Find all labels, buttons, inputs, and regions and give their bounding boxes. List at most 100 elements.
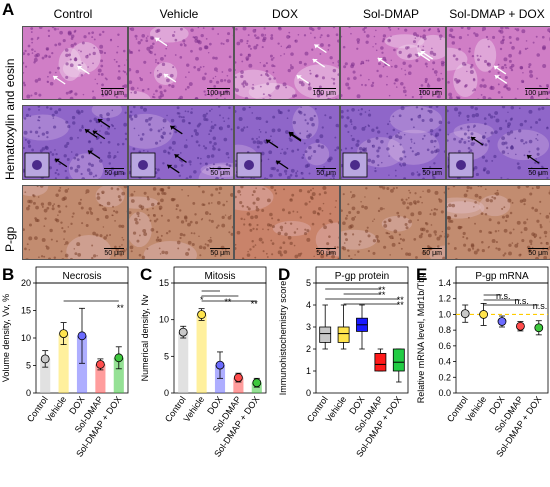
y-axis-label: Volume density, Vv, % xyxy=(1,294,11,382)
bar xyxy=(214,365,226,393)
data-point xyxy=(40,354,50,364)
significance-label: ** xyxy=(251,299,259,309)
histology-image: 50 μm xyxy=(446,185,550,260)
scale-bar-label: 100 μm xyxy=(100,90,125,97)
y-tick-label: 5 xyxy=(26,361,31,371)
y-tick-label: 1.4 xyxy=(438,278,451,288)
y-tick-label: 0.4 xyxy=(438,357,451,367)
chart-title: P-gp mRNA xyxy=(475,271,529,282)
scale-bar-label: 50 μm xyxy=(528,250,548,257)
scale-bar: 50 μm xyxy=(316,248,336,257)
chart-e: E P-gp mRNA 0.0 0.2 0.4 0.6 0.8 1.0 1.2 1.4 Relati… xyxy=(416,265,549,459)
bar xyxy=(58,333,69,393)
scale-bar: 100 μm xyxy=(100,88,125,97)
significance-label: ** xyxy=(397,295,405,305)
y-tick-label: 4 xyxy=(306,300,311,310)
scale-bar: 50 μm xyxy=(422,248,442,257)
y-tick-label: 0.2 xyxy=(438,372,451,382)
plot-frame xyxy=(455,282,549,394)
scale-bar: 50 μm xyxy=(316,168,336,177)
histology-image: 50 μm xyxy=(340,185,446,260)
scale-bar-label: 50 μm xyxy=(210,250,230,257)
bar xyxy=(233,377,244,393)
scale-bar: 100 μm xyxy=(418,88,443,97)
y-tick-label: 0 xyxy=(306,388,311,398)
scale-bar: 100 μm xyxy=(206,88,231,97)
bar xyxy=(40,358,51,393)
y-tick-label: 1.0 xyxy=(438,309,451,319)
scale-bar: 50 μm xyxy=(528,168,548,177)
scale-bar-label: 50 μm xyxy=(316,250,336,257)
y-tick-label: 0.8 xyxy=(438,325,451,335)
y-tick-label: 0 xyxy=(26,388,31,398)
y-tick-label: 5 xyxy=(164,351,169,361)
y-tick-label: 15 xyxy=(159,278,169,288)
data-point xyxy=(497,317,507,326)
column-title: Control xyxy=(53,7,93,21)
significance-label: n.s. xyxy=(533,301,548,311)
significance-label: n.s. xyxy=(514,296,529,306)
histology-image: 100 μm xyxy=(22,26,128,100)
bar xyxy=(196,314,207,393)
y-tick-label: 1.2 xyxy=(438,294,451,304)
data-point xyxy=(197,310,207,319)
scale-bar: 50 μm xyxy=(210,168,230,177)
data-point xyxy=(59,329,68,339)
significance-label: * xyxy=(200,295,204,305)
histology-image: 50 μm xyxy=(340,105,446,180)
y-tick-label: 20 xyxy=(21,278,31,288)
significance-label: ** xyxy=(397,300,405,310)
column-title: Vehicle xyxy=(159,7,199,21)
y-axis-label: Numerical density, Nv xyxy=(140,294,150,381)
bar xyxy=(76,335,88,393)
data-point xyxy=(96,359,105,369)
y-tick-label: 2 xyxy=(306,344,311,354)
histology-image: 100 μm xyxy=(234,26,340,100)
data-point xyxy=(77,331,87,341)
panel-letter: C xyxy=(140,265,152,284)
box xyxy=(319,326,332,343)
y-tick-label: 3 xyxy=(306,322,311,332)
scale-bar: 50 μm xyxy=(210,248,230,257)
significance-label: ** xyxy=(378,290,386,300)
data-point xyxy=(178,327,188,337)
data-point xyxy=(252,378,262,388)
scale-bar-label: 100 μm xyxy=(312,90,337,97)
y-axis-label: Immunohistochemistry score xyxy=(278,281,288,396)
data-point xyxy=(114,353,124,363)
column-title: Sol-DMAP + DOX xyxy=(449,7,545,21)
scale-bar: 50 μm xyxy=(528,248,548,257)
y-tick-label: 5 xyxy=(306,278,311,288)
chart-d: D P-gp protein 0 1 2 3 4 5 Immunohistochemistry … xyxy=(278,265,409,459)
histology-image: 50 μm xyxy=(22,185,128,260)
scale-bar-label: 100 μm xyxy=(206,90,231,97)
chart-title: P-gp protein xyxy=(335,271,389,282)
column-title: DOX xyxy=(271,7,298,21)
scale-bar-label: 100 μm xyxy=(418,90,443,97)
scale-bar: 50 μm xyxy=(104,168,124,177)
data-point xyxy=(215,360,225,370)
significance-label: ** xyxy=(117,303,125,313)
scale-bar-label: 50 μm xyxy=(316,170,336,177)
significance-label: n.s. xyxy=(496,291,511,301)
data-point xyxy=(460,309,470,319)
histology-image: 50 μm xyxy=(128,105,234,180)
y-tick-label: 0.6 xyxy=(438,341,451,351)
y-tick-label: 10 xyxy=(159,315,169,325)
scale-bar-label: 50 μm xyxy=(210,170,230,177)
bar xyxy=(178,332,189,393)
data-point xyxy=(479,310,489,319)
plot-frame xyxy=(315,282,409,394)
significance-label: ** xyxy=(224,297,232,307)
y-tick-label: 0.0 xyxy=(438,388,451,398)
histology-image: 50 μm xyxy=(234,185,340,260)
scale-bar-label: 50 μm xyxy=(104,170,124,177)
histology-image: 100 μm xyxy=(446,26,550,100)
scale-bar-label: 50 μm xyxy=(528,170,548,177)
chart-title: Mitosis xyxy=(204,271,235,282)
histology-image: 50 μm xyxy=(128,185,234,260)
histology-image: 50 μm xyxy=(22,105,128,180)
data-point xyxy=(233,373,243,383)
